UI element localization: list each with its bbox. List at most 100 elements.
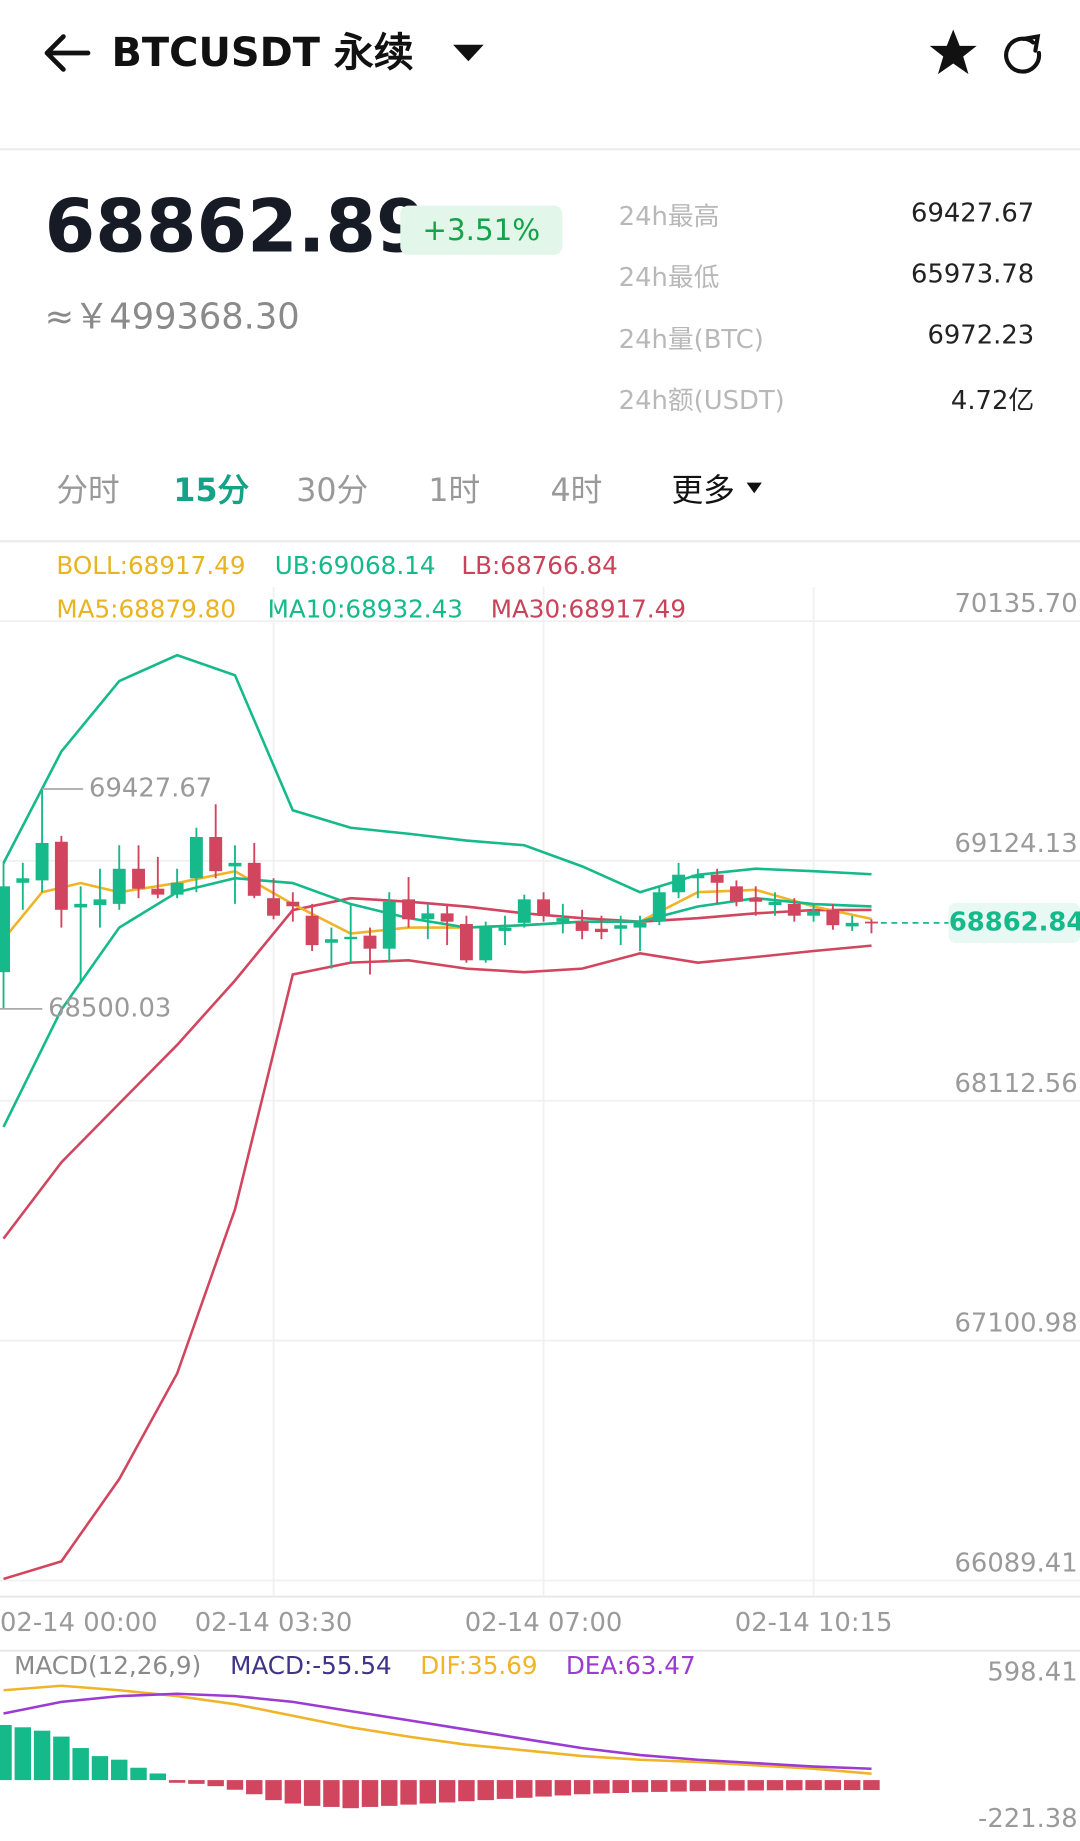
candle-body	[633, 922, 647, 928]
candle-body	[305, 915, 319, 946]
macd-bar	[207, 1780, 224, 1787]
macd-bar	[419, 1780, 437, 1804]
y-tick-label: -221.38	[978, 1804, 1078, 1834]
cny-price: ≈￥499368.30	[45, 296, 300, 337]
stat-value: 69427.67	[911, 198, 1034, 228]
macd-bar	[689, 1780, 707, 1792]
candle-body	[826, 909, 840, 926]
candle-body	[132, 868, 145, 889]
candle-body	[537, 899, 551, 916]
macd-bar	[516, 1780, 533, 1798]
candle-body	[402, 899, 416, 920]
candle-body	[247, 862, 261, 896]
interval-tab[interactable]: 分时	[56, 473, 119, 509]
y-tick-label: 66089.41	[954, 1549, 1077, 1579]
candle-body	[768, 901, 782, 906]
macd-bar	[728, 1780, 745, 1791]
candle-body	[74, 903, 88, 908]
candle-body	[363, 935, 377, 949]
candle-body	[0, 886, 10, 973]
change-percent: +3.51%	[422, 213, 540, 247]
macd-bar	[766, 1780, 784, 1791]
macd-bar	[805, 1780, 822, 1791]
candle-body	[652, 892, 666, 922]
high-label: 69427.67	[89, 773, 212, 803]
x-tick-label: 02-14 07:00	[465, 1608, 623, 1638]
indicator-line	[3, 944, 872, 1581]
macd-bar	[14, 1727, 32, 1781]
macd-bar	[0, 1724, 12, 1781]
back-button[interactable]	[44, 34, 91, 72]
legend-entry: DEA:63.47	[566, 1651, 696, 1680]
pair-title: BTCUSDT 永续	[112, 30, 414, 76]
candle-body	[35, 842, 49, 881]
candle-body	[286, 901, 300, 907]
macd-bar	[381, 1780, 398, 1806]
candle-body	[54, 841, 68, 910]
macd-bar	[130, 1767, 147, 1781]
candle-body	[594, 928, 608, 933]
macd-bar	[863, 1780, 880, 1791]
candle-body	[498, 927, 512, 931]
indicator-line	[3, 1692, 872, 1771]
macd-bar	[72, 1748, 89, 1781]
macd-bar	[496, 1780, 514, 1799]
indicator-line	[2, 896, 872, 1240]
macd-bar	[284, 1780, 302, 1804]
candle-body	[749, 898, 763, 902]
y-tick-label: 70135.70	[954, 589, 1077, 619]
macd-bar	[573, 1780, 591, 1795]
legend-entry: DIF:35.69	[420, 1651, 537, 1680]
interval-tab[interactable]: 4时	[550, 473, 602, 509]
candle-body	[189, 837, 203, 879]
stat-value: 4.72亿	[951, 386, 1034, 416]
candle-body	[93, 899, 107, 906]
pair-dropdown[interactable]	[453, 44, 484, 62]
candle-body	[672, 874, 686, 893]
interval-tab[interactable]: 15分	[173, 473, 249, 509]
macd-bar	[226, 1780, 244, 1790]
macd-bar	[670, 1780, 687, 1792]
favorite-star[interactable]	[929, 29, 977, 75]
macd-bar	[361, 1780, 379, 1807]
legend-entry: MA5:68879.80	[56, 595, 236, 624]
interval-tab[interactable]: 30分	[296, 473, 368, 509]
macd-bar	[708, 1780, 726, 1791]
candle-body	[614, 925, 628, 929]
candle-body	[16, 878, 30, 883]
y-tick-label: 67100.98	[954, 1309, 1077, 1339]
candle-body	[479, 927, 493, 961]
y-tick-label: 69124.13	[954, 829, 1077, 859]
candle-body	[710, 874, 724, 883]
macd-bar	[458, 1780, 475, 1802]
last-price-label: 68862.84	[949, 907, 1080, 937]
more-tab[interactable]: 更多	[671, 473, 734, 509]
candle-body	[556, 918, 570, 922]
macd-bar	[53, 1736, 70, 1781]
candle-body	[151, 888, 165, 895]
x-tick-label: 02-14 00:00	[0, 1608, 158, 1638]
change-badge	[400, 205, 563, 255]
y-tick-label: 68112.56	[954, 1069, 1077, 1099]
legend-entry: MACD:-55.54	[230, 1651, 392, 1680]
macd-bar	[188, 1780, 205, 1784]
legend-entry: MACD(12,26,9)	[14, 1651, 201, 1680]
candle-body	[807, 910, 821, 916]
stat-value: 65973.78	[911, 259, 1034, 289]
legend-entry: LB:68766.84	[461, 551, 618, 580]
indicator-line	[2, 653, 872, 894]
macd-bar	[265, 1780, 282, 1801]
macd-bar	[111, 1759, 128, 1781]
macd-bar	[747, 1780, 764, 1791]
candle-body	[440, 913, 454, 922]
candle-body	[228, 862, 242, 867]
macd-bar	[246, 1780, 263, 1795]
refresh-button[interactable]	[1004, 34, 1042, 74]
macd-bar	[168, 1780, 186, 1783]
interval-tab[interactable]: 1时	[428, 473, 480, 509]
macd-bar	[843, 1780, 861, 1791]
candle-body	[787, 903, 801, 916]
candle-body	[421, 913, 435, 920]
macd-bar	[33, 1730, 51, 1781]
